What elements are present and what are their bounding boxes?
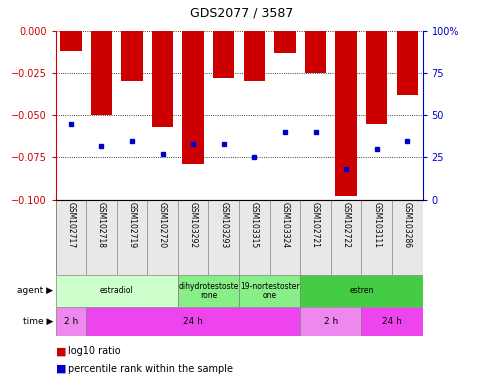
Text: 19-nortestoster
one: 19-nortestoster one (240, 281, 299, 300)
Text: 2 h: 2 h (64, 317, 78, 326)
Bar (397, 31, 418, 95)
Text: dihydrotestoste
rone: dihydrotestoste rone (178, 281, 239, 300)
Text: estren: estren (349, 286, 374, 295)
Text: estradiol: estradiol (100, 286, 134, 295)
Text: ■: ■ (56, 364, 70, 374)
Bar (274, 31, 296, 53)
Bar (183, 31, 204, 164)
Text: time ▶: time ▶ (23, 317, 53, 326)
Text: 24 h: 24 h (382, 317, 402, 326)
Text: 24 h: 24 h (183, 317, 203, 326)
Text: GDS2077 / 3587: GDS2077 / 3587 (190, 6, 293, 19)
Text: GSM103292: GSM103292 (189, 202, 198, 248)
Bar (213, 31, 235, 78)
Bar (239, 275, 300, 307)
Bar (56, 307, 86, 336)
Bar (152, 31, 173, 127)
Text: GSM102722: GSM102722 (341, 202, 351, 248)
Text: GSM103111: GSM103111 (372, 202, 381, 248)
Bar (244, 31, 265, 81)
Bar (300, 275, 423, 307)
Text: GSM103324: GSM103324 (281, 202, 289, 248)
Bar (56, 275, 178, 307)
Bar (300, 307, 361, 336)
Bar (91, 31, 112, 115)
Text: GSM103286: GSM103286 (403, 202, 412, 248)
Text: GSM102720: GSM102720 (158, 202, 167, 248)
Text: log10 ratio: log10 ratio (68, 346, 120, 356)
Bar (60, 31, 82, 51)
Bar (366, 31, 387, 124)
Text: GSM102718: GSM102718 (97, 202, 106, 248)
Bar (361, 307, 423, 336)
Bar (178, 275, 239, 307)
Bar (305, 31, 327, 73)
Text: GSM102717: GSM102717 (66, 202, 75, 248)
Bar (121, 31, 143, 81)
Bar (86, 307, 300, 336)
Text: GSM102719: GSM102719 (128, 202, 137, 248)
Text: GSM103293: GSM103293 (219, 202, 228, 248)
Text: GSM103315: GSM103315 (250, 202, 259, 248)
Text: 2 h: 2 h (324, 317, 338, 326)
Text: ■: ■ (56, 346, 70, 356)
Text: percentile rank within the sample: percentile rank within the sample (68, 364, 233, 374)
Bar (335, 31, 357, 196)
Text: agent ▶: agent ▶ (17, 286, 53, 295)
Text: GSM102721: GSM102721 (311, 202, 320, 248)
